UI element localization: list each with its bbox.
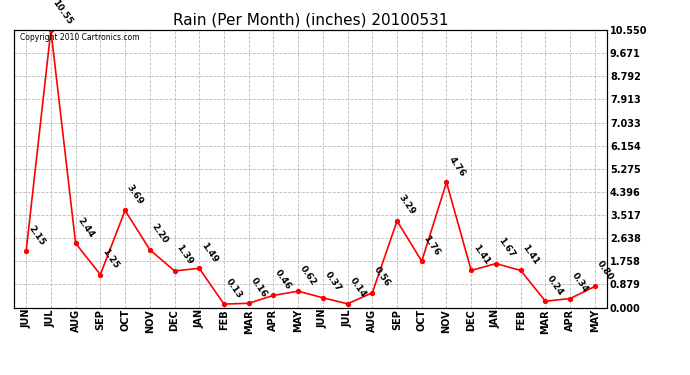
- Text: 0.46: 0.46: [273, 268, 293, 291]
- Text: 0.14: 0.14: [348, 276, 368, 300]
- Text: 0.37: 0.37: [323, 270, 343, 294]
- Text: 4.76: 4.76: [446, 154, 466, 178]
- Text: 0.62: 0.62: [298, 264, 318, 287]
- Text: 1.25: 1.25: [100, 247, 120, 270]
- Text: Copyright 2010 Cartronics.com: Copyright 2010 Cartronics.com: [20, 33, 139, 42]
- Text: 10.55: 10.55: [51, 0, 75, 26]
- Text: 1.41: 1.41: [521, 243, 541, 266]
- Title: Rain (Per Month) (inches) 20100531: Rain (Per Month) (inches) 20100531: [172, 12, 448, 27]
- Text: 1.49: 1.49: [199, 241, 219, 264]
- Text: 1.39: 1.39: [175, 243, 195, 267]
- Text: 0.56: 0.56: [373, 266, 393, 289]
- Text: 2.44: 2.44: [76, 216, 96, 239]
- Text: 3.69: 3.69: [125, 183, 145, 206]
- Text: 0.16: 0.16: [248, 276, 268, 299]
- Text: 0.24: 0.24: [545, 274, 565, 297]
- Text: 1.41: 1.41: [471, 243, 491, 266]
- Text: 0.34: 0.34: [570, 271, 590, 294]
- Text: 2.20: 2.20: [150, 222, 170, 246]
- Text: 1.67: 1.67: [496, 236, 516, 260]
- Text: 2.15: 2.15: [26, 224, 46, 247]
- Text: 0.13: 0.13: [224, 277, 244, 300]
- Text: 1.76: 1.76: [422, 234, 442, 257]
- Text: 3.29: 3.29: [397, 194, 417, 217]
- Text: 0.80: 0.80: [595, 259, 615, 282]
